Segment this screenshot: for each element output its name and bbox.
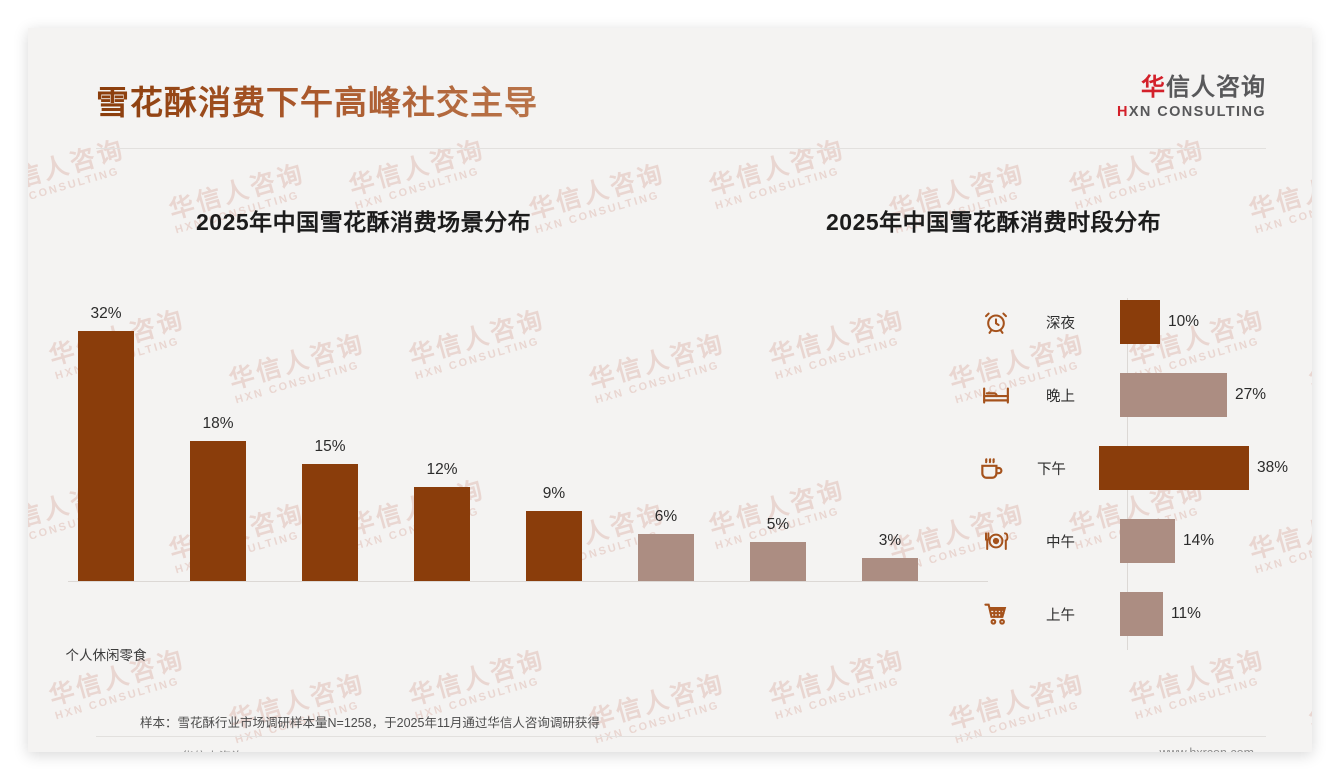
column-bar[interactable] [302, 464, 358, 581]
bed-icon [968, 382, 1024, 408]
column-bar[interactable] [750, 542, 806, 581]
bar-value-label: 38% [1256, 459, 1288, 476]
logo-cn-accent: 华 [1141, 74, 1166, 101]
sample-note: 样本：雪花酥行业市场调研样本量N=1258，于2025年11月通过华信人咨询调研… [140, 716, 600, 730]
bar-track: 27% [1120, 373, 1288, 417]
column-value-label: 15% [314, 438, 346, 455]
bar-track: 14% [1120, 519, 1288, 563]
logo-chinese-text: 华信人咨询 [1117, 76, 1266, 100]
column-value-label: 9% [542, 485, 566, 502]
header-divider [96, 148, 1266, 149]
column-chart-item: 6%旅行携带零食 [638, 508, 694, 581]
bar-chart-row: 下午 38% [968, 446, 1288, 490]
horizontal-bar[interactable] [1120, 300, 1160, 344]
column-value-label: 3% [878, 532, 902, 549]
bar-track: 11% [1120, 592, 1288, 636]
column-category-label: 个人休闲零食 [65, 648, 147, 663]
column-chart-item: 18%办公室下午茶 [190, 415, 246, 581]
column-bar[interactable] [78, 331, 134, 581]
column-value-label: 5% [766, 516, 790, 533]
bar-value-label: 10% [1168, 313, 1200, 330]
logo-cn-rest: 信人咨询 [1166, 74, 1266, 101]
bar-track: 10% [1120, 300, 1288, 344]
horizontal-bar[interactable] [1120, 373, 1227, 417]
column-chart-item: 9%节日礼品赠送 [526, 485, 582, 581]
column-value-label: 6% [654, 508, 678, 525]
column-bar[interactable] [862, 558, 918, 581]
copyright-text: ©2026.1 HXR华信人咨询 [104, 746, 244, 752]
column-chart-item: 15%朋友聚会分享 [302, 438, 358, 581]
logo-en-rest: XN CONSULTING [1128, 104, 1266, 120]
left-chart-title: 2025年中国雪花酥消费场景分布 [196, 209, 532, 235]
column-value-label: 18% [202, 415, 234, 432]
column-bar[interactable] [526, 511, 582, 581]
timeslot-bar-chart: 深夜 10% 晚上 27% 下午 38% 中午 14% 上午 11% [968, 286, 1288, 656]
bar-track: 38% [1098, 446, 1288, 490]
website-url: www.hxrcon.com [1160, 746, 1254, 752]
horizontal-bar[interactable] [1098, 446, 1249, 490]
column-chart-item: 3%加班夜宵 [862, 532, 918, 581]
right-chart-title: 2025年中国雪花酥消费时段分布 [826, 209, 1162, 235]
bar-chart-row: 中午 14% [968, 519, 1288, 563]
column-chart-item: 5%看电影追剧时 [750, 516, 806, 581]
column-bar[interactable] [190, 441, 246, 581]
footer-divider [96, 736, 1266, 737]
bar-category-label: 上午 [1046, 607, 1075, 624]
company-logo: 华信人咨询 HXN CONSULTING [1117, 76, 1266, 120]
column-value-label: 12% [426, 461, 458, 478]
bar-category-label: 中午 [1046, 534, 1075, 551]
column-value-label: 32% [90, 305, 122, 322]
logo-en-accent: H [1116, 104, 1129, 120]
bar-value-label: 14% [1183, 532, 1215, 549]
shopping-cart-icon [968, 601, 1024, 627]
bar-chart-row: 深夜 10% [968, 300, 1288, 344]
column-bar[interactable] [414, 487, 470, 581]
bar-category-label: 晚上 [1046, 388, 1075, 405]
bar-chart-row: 晚上 27% [968, 373, 1288, 417]
column-bar[interactable] [638, 534, 694, 581]
bar-chart-row: 上午 11% [968, 592, 1288, 636]
coffee-mug-icon [968, 455, 1015, 481]
bar-value-label: 27% [1235, 386, 1267, 403]
column-chart-item: 12%家庭日常食用 [414, 461, 470, 581]
bar-value-label: 11% [1171, 605, 1201, 622]
horizontal-bar[interactable] [1120, 519, 1175, 563]
slide-header: 雪花酥消费下午高峰社交主导 华信人咨询 HXN CONSULTING [28, 28, 1312, 149]
page-title: 雪花酥消费下午高峰社交主导 [96, 76, 538, 124]
column-chart-baseline [68, 581, 988, 582]
bar-category-label: 下午 [1036, 461, 1066, 478]
logo-english-text: HXN CONSULTING [1117, 105, 1266, 120]
alarm-clock-icon [968, 309, 1024, 335]
column-plot-area: 32% 个人休闲零食 18%办公室下午茶 15%朋友聚会分享 12%家庭日常食用 9%节日… [66, 278, 988, 663]
scenario-column-chart: 32% 个人休闲零食 18%办公室下午茶 15%朋友聚会分享 12%家庭日常食用 9%节日… [66, 278, 988, 663]
dinner-plate-icon [968, 528, 1024, 554]
column-chart-item: 32% 个人休闲零食 [66, 305, 147, 663]
bar-category-label: 深夜 [1046, 315, 1075, 332]
horizontal-bar[interactable] [1120, 592, 1163, 636]
